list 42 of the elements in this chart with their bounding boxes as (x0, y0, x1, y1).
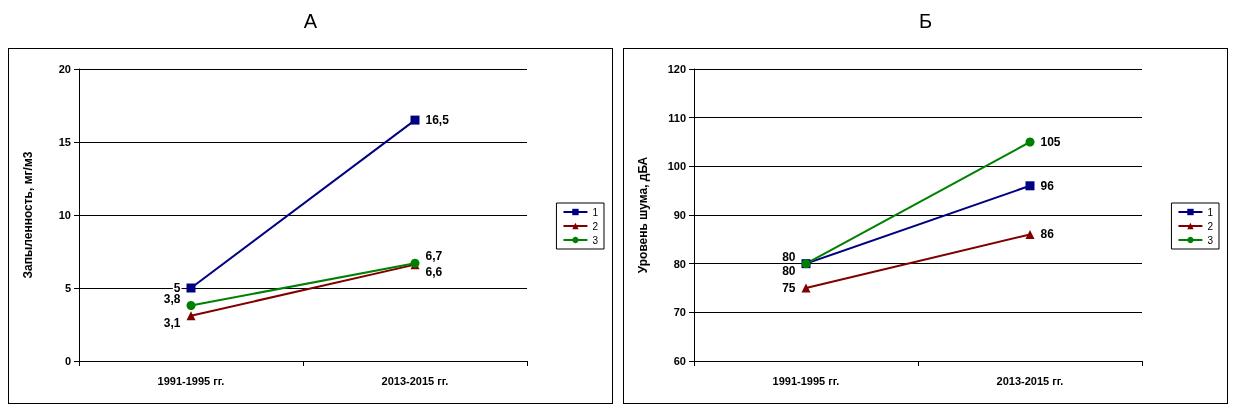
y-tick-label: 15 (58, 136, 71, 148)
y-tick-label: 20 (58, 63, 71, 75)
x-tick-label: 1991-1995 гг. (157, 374, 225, 387)
y-axis-title: Уровень шума, дБА (636, 156, 650, 274)
y-tick-label: 80 (673, 257, 686, 270)
chart-title: Б (917, 9, 934, 34)
chart-title: А (302, 9, 319, 34)
data-label: 80 (782, 249, 796, 264)
x-tick-label: 1991-1995 гг. (772, 374, 840, 387)
data-label: 86 (1040, 227, 1055, 242)
legend-label: 2 (1207, 220, 1214, 232)
legend-label: 1 (592, 206, 599, 218)
data-label: 80 (782, 263, 796, 278)
y-tick-label: 60 (673, 355, 686, 367)
data-label: 6,6 (425, 264, 443, 279)
data-label: 105 (1040, 135, 1061, 149)
y-axis-title: Запыленность, мг/м3 (21, 151, 35, 279)
y-tick-label: 5 (64, 282, 71, 294)
point (1025, 137, 1035, 147)
y-tick-label: 90 (673, 209, 686, 221)
point (410, 115, 420, 125)
legend-label: 3 (592, 234, 599, 246)
x-tick-label: 2013-2015 гг. (381, 374, 449, 387)
legend-label: 1 (1207, 206, 1214, 218)
x-tick-label: 2013-2015 гг. (996, 374, 1064, 387)
data-label: 16,5 (425, 113, 450, 128)
legend-label: 3 (1207, 234, 1214, 246)
point (1025, 181, 1035, 191)
point (186, 301, 196, 311)
y-tick-label: 120 (667, 63, 686, 75)
y-tick-label: 0 (64, 355, 71, 367)
data-label: 3,1 (163, 315, 181, 330)
y-tick-label: 110 (668, 111, 686, 124)
data-label: 5 (173, 281, 181, 295)
data-label: 96 (1040, 178, 1055, 193)
point (186, 283, 196, 293)
data-label: 75 (782, 281, 796, 295)
y-tick-label: 70 (673, 306, 686, 319)
y-tick-label: 10 (58, 209, 71, 221)
legend-label: 2 (592, 220, 599, 232)
y-tick-label: 100 (667, 160, 686, 173)
data-label: 6,7 (425, 249, 443, 264)
